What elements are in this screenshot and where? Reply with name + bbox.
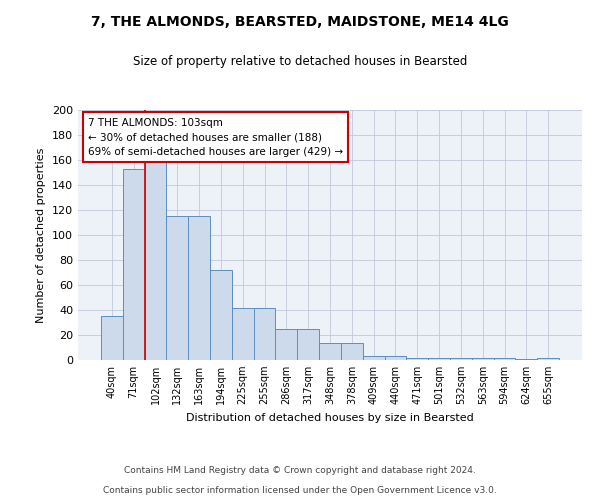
Y-axis label: Number of detached properties: Number of detached properties [37, 148, 46, 322]
Bar [319, 342, 341, 360]
Bar [297, 329, 319, 360]
Bar [275, 329, 297, 360]
Bar [406, 358, 428, 360]
Bar [515, 359, 537, 360]
Bar [166, 216, 188, 360]
Bar [210, 270, 232, 360]
Bar [385, 356, 406, 360]
Text: Contains HM Land Registry data © Crown copyright and database right 2024.: Contains HM Land Registry data © Crown c… [124, 466, 476, 475]
Bar [188, 216, 210, 360]
Bar [428, 358, 450, 360]
Text: Contains public sector information licensed under the Open Government Licence v3: Contains public sector information licen… [103, 486, 497, 495]
Bar [472, 358, 494, 360]
Bar [232, 308, 254, 360]
X-axis label: Distribution of detached houses by size in Bearsted: Distribution of detached houses by size … [186, 412, 474, 422]
Bar [537, 358, 559, 360]
Bar [123, 169, 145, 360]
Text: 7, THE ALMONDS, BEARSTED, MAIDSTONE, ME14 4LG: 7, THE ALMONDS, BEARSTED, MAIDSTONE, ME1… [91, 15, 509, 29]
Bar [494, 358, 515, 360]
Bar [101, 316, 123, 360]
Bar [363, 356, 385, 360]
Bar [145, 156, 166, 360]
Bar [254, 308, 275, 360]
Text: Size of property relative to detached houses in Bearsted: Size of property relative to detached ho… [133, 55, 467, 68]
Bar [341, 342, 363, 360]
Bar [450, 358, 472, 360]
Text: 7 THE ALMONDS: 103sqm
← 30% of detached houses are smaller (188)
69% of semi-det: 7 THE ALMONDS: 103sqm ← 30% of detached … [88, 118, 343, 157]
